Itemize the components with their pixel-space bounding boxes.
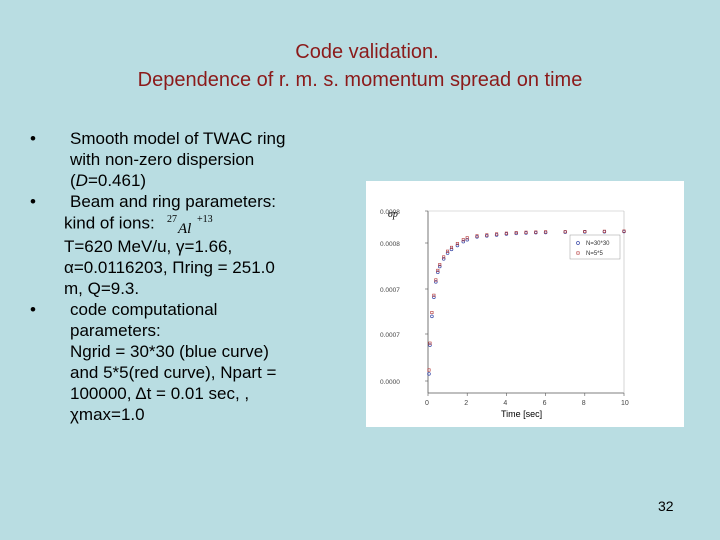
bullet-3-line-1: code computational <box>70 300 218 319</box>
data-point-ngrid-5 <box>438 263 442 267</box>
data-point-ngrid-5 <box>436 268 440 272</box>
data-point-ngrid-5 <box>427 368 431 372</box>
x-tick-label: 0 <box>425 400 429 407</box>
data-point-ngrid-30 <box>441 257 446 261</box>
data-point-ngrid-30 <box>465 237 469 242</box>
data-point-ngrid-5 <box>495 232 499 236</box>
data-point-ngrid-5 <box>475 234 479 238</box>
data-point-ngrid-30 <box>455 243 460 248</box>
bullet-3-line-2: parameters: <box>70 321 161 340</box>
data-point-ngrid-5 <box>622 229 626 233</box>
data-point-ngrid-5 <box>450 245 454 249</box>
chart-axes <box>427 210 625 394</box>
bullet-3-line-6: χmax=1.0 <box>70 405 145 424</box>
data-point-ngrid-5 <box>430 311 434 315</box>
data-point-ngrid-30 <box>432 295 436 299</box>
data-point-ngrid-30 <box>428 343 432 347</box>
legend-marker <box>576 251 580 255</box>
data-point-ngrid-5 <box>524 230 528 234</box>
bullet-dot: • <box>30 192 36 211</box>
data-point-ngrid-5 <box>446 249 450 253</box>
x-tick-label: 4 <box>503 400 507 407</box>
data-point-ngrid-30 <box>445 251 450 255</box>
data-point-ngrid-5 <box>514 231 518 235</box>
x-tick-label: 2 <box>464 400 468 407</box>
ion-notation: 27 Al +13 <box>167 214 213 236</box>
bullet-dot: • <box>30 300 36 319</box>
data-point-ngrid-5 <box>465 236 469 240</box>
bullet-2-line-2: kind of ions: 27 Al +13 <box>64 212 350 236</box>
data-point-ngrid-5 <box>434 278 438 282</box>
bullet-3: • code computational parameters: Ngrid =… <box>30 299 350 425</box>
data-point-ngrid-5 <box>428 341 432 345</box>
bullet-2-line-3: T=620 MeV/u, γ=1.66, <box>64 237 233 256</box>
slide-title: Code validation. Dependence of r. m. s. … <box>0 38 720 94</box>
chart-legend: N=30*30 N=5*5 <box>569 234 621 260</box>
bullet-2: • Beam and ring parameters: kind of ions… <box>30 191 350 299</box>
data-point-ngrid-30 <box>436 270 440 275</box>
legend-box <box>569 234 621 260</box>
data-point-ngrid-5 <box>485 233 489 237</box>
bullet-2-line-1: Beam and ring parameters: <box>70 192 276 211</box>
bullet-3-line-4: and 5*5(red curve), Npart = <box>70 363 277 382</box>
legend-marker <box>576 241 580 245</box>
momentum-spread-chart: σp Time [sec] 0 2 4 6 8 100.00000.00070.00070… <box>380 209 629 419</box>
bullet-3-line-5: 100000, Δt = 0.01 sec, , <box>70 384 250 403</box>
page-number: 32 <box>658 498 674 514</box>
bullet-1-line-3: (D=0.461) <box>70 171 147 190</box>
data-point-ngrid-5 <box>461 238 465 242</box>
data-point-ngrid-5 <box>534 230 538 234</box>
ion-mass: 27 <box>167 214 177 225</box>
data-point-ngrid-5 <box>432 293 436 297</box>
ion-charge: +13 <box>197 214 213 225</box>
legend-label: N=5*5 <box>586 251 604 257</box>
bullet-2-line-4: α=0.0116203, Πring = 251.0 <box>64 258 275 277</box>
chart-panel: σp Time [sec] 0 2 4 6 8 10 0.0000 0.0007 0.0007 0… <box>366 181 684 427</box>
title-line-2: Dependence of r. m. s. momentum spread o… <box>137 69 583 91</box>
chart-points <box>427 229 626 376</box>
legend-label: N=30*30 <box>586 241 610 247</box>
data-point-ngrid-5 <box>442 255 446 259</box>
data-point-ngrid-30 <box>449 247 454 252</box>
y-tick-label: 0.0007 <box>380 332 400 339</box>
data-point-ngrid-5 <box>602 229 606 233</box>
bullet-1: • Smooth model of TWAC ring with non-zer… <box>30 128 350 191</box>
bullet-dot: • <box>30 129 36 148</box>
data-point-ngrid-30 <box>438 264 442 269</box>
data-point-ngrid-5 <box>583 229 587 233</box>
y-tick-label: 0.0000 <box>380 379 400 386</box>
data-point-ngrid-5 <box>563 230 567 234</box>
data-point-ngrid-30 <box>461 239 466 244</box>
y-tick-label: 0.0008 <box>380 209 400 216</box>
chart-ticks: 0 2 4 6 8 10 0.0000 0.0007 0.0007 0.0008 0.0008 <box>380 209 629 407</box>
data-point-ngrid-30 <box>434 280 438 284</box>
y-tick-label: 0.0008 <box>380 241 400 248</box>
x-tick-label: 10 <box>621 400 629 407</box>
x-tick-label: 8 <box>582 400 586 407</box>
y-axis-label: σp <box>388 209 398 220</box>
title-line-1: Code validation. <box>295 41 439 63</box>
data-point-ngrid-5 <box>455 242 459 246</box>
data-point-ngrid-5 <box>544 230 548 234</box>
ion-symbol: Al <box>177 221 191 236</box>
data-point-ngrid-30 <box>430 314 434 319</box>
bullet-1-line-2: with non-zero dispersion <box>70 150 255 169</box>
x-tick-label: 6 <box>543 400 547 407</box>
bullet-2-line-5: m, Q=9.3. <box>64 279 140 298</box>
y-tick-label: 0.0007 <box>380 287 400 294</box>
bullet-list: • Smooth model of TWAC ring with non-zer… <box>30 128 350 425</box>
x-axis-label: Time [sec] <box>501 409 542 419</box>
data-point-ngrid-5 <box>504 231 508 235</box>
bullet-3-line-3: Ngrid = 30*30 (blue curve) <box>70 342 269 361</box>
data-point-ngrid-30 <box>427 372 431 376</box>
bullet-1-line-1: Smooth model of TWAC ring <box>70 129 286 148</box>
